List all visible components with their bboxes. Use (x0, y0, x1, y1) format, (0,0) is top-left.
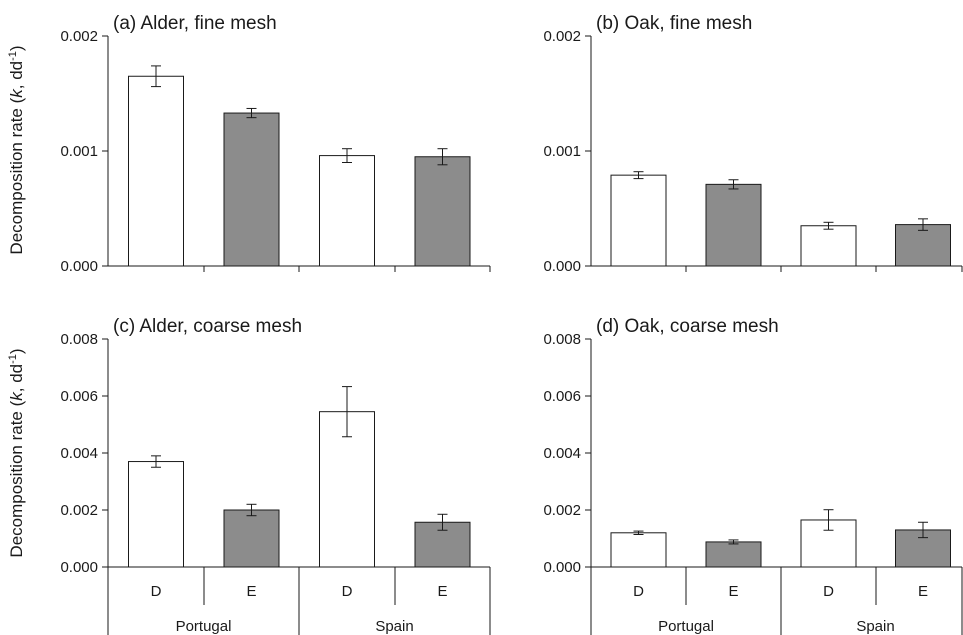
x-category-label: D (151, 583, 162, 600)
x-group-label: Spain (375, 618, 413, 635)
y-tick-label: 0.001 (543, 143, 581, 160)
panel-title: (d) Oak, coarse mesh (596, 316, 779, 337)
x-group-label: Portugal (658, 618, 714, 635)
x-category-label: E (246, 583, 256, 600)
y-tick-label: 0.000 (543, 258, 581, 275)
x-category-label: D (342, 583, 353, 600)
chart-panel-2: 0.000 0.001 0.002 (b) Oak, fine mesh (543, 13, 963, 275)
panel-title: (a) Alder, fine mesh (113, 13, 277, 34)
x-group-label: Spain (856, 618, 894, 635)
y-tick-label: 0.000 (543, 559, 581, 576)
y-tick-label: 0.000 (60, 258, 98, 275)
bar (610, 174, 667, 267)
y-axis-label: Decomposition rate (k, dd-1) (7, 348, 26, 557)
panel-title: (b) Oak, fine mesh (596, 13, 752, 34)
y-tick-label: 0.006 (60, 388, 98, 405)
bar (223, 112, 280, 267)
y-tick-label: 0.006 (543, 388, 581, 405)
y-tick-label: 0.000 (60, 559, 98, 576)
bar (705, 183, 762, 267)
bar (128, 75, 184, 267)
chart-panel-3: 0.000 0.002 0.004 0.006 0.008 Portugal Spain D E… (7, 316, 491, 635)
chart-panel-1: 0.000 0.001 0.002 (a) Alder, fine mesh Decom… (7, 13, 491, 275)
y-tick-label: 0.002 (543, 28, 581, 45)
bar (223, 509, 280, 568)
y-tick-label: 0.008 (543, 331, 581, 348)
bar (705, 541, 762, 568)
y-tick-label: 0.002 (60, 28, 98, 45)
bar (895, 224, 951, 267)
chart-panel-4: 0.000 0.002 0.004 0.006 0.008 Portugal Spain D E… (543, 316, 963, 635)
y-tick-label: 0.002 (543, 502, 581, 519)
x-category-label: E (728, 583, 738, 600)
y-axis-label: Decomposition rate (k, dd-1) (7, 45, 26, 254)
bar (800, 225, 857, 267)
bar (319, 155, 375, 267)
x-group-label: Portugal (176, 618, 232, 635)
bar (610, 532, 667, 568)
x-category-label: E (918, 583, 928, 600)
panel-title: (c) Alder, coarse mesh (113, 316, 302, 337)
x-category-label: E (437, 583, 447, 600)
bar (414, 156, 471, 267)
y-tick-label: 0.001 (60, 143, 98, 160)
y-tick-label: 0.004 (60, 445, 98, 462)
y-tick-label: 0.008 (60, 331, 98, 348)
x-category-label: D (823, 583, 834, 600)
y-tick-label: 0.004 (543, 445, 581, 462)
bar (128, 461, 184, 568)
y-tick-label: 0.002 (60, 502, 98, 519)
x-category-label: D (633, 583, 644, 600)
